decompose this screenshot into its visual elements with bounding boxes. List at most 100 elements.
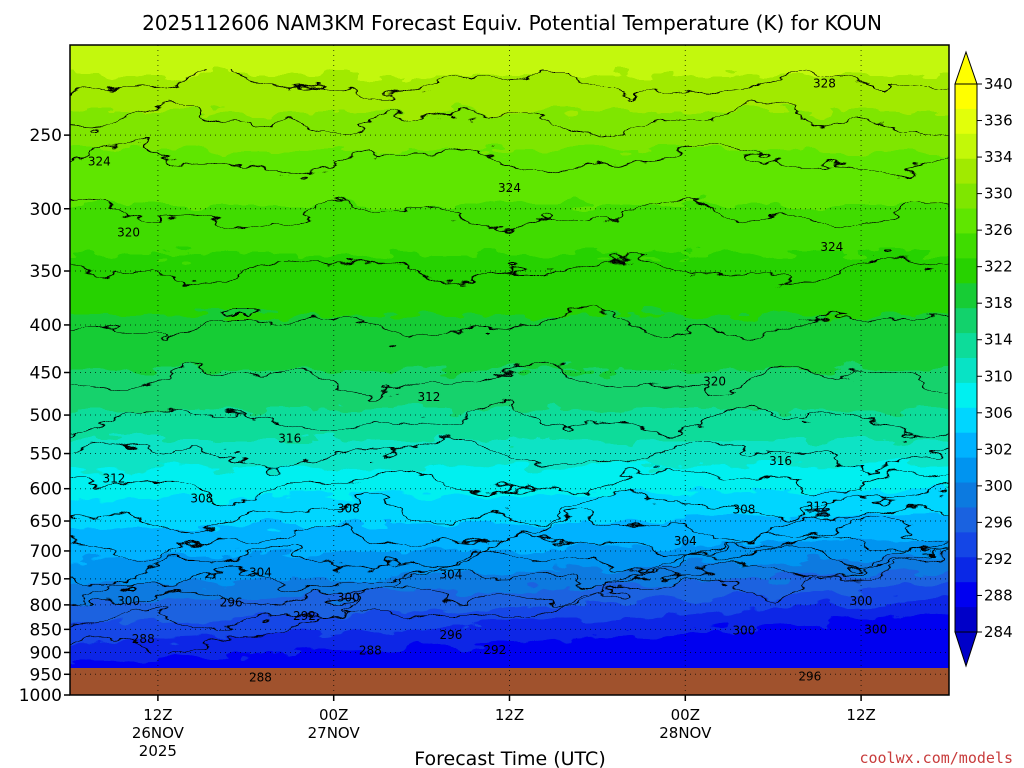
- ytick-label-350: 350: [30, 262, 62, 282]
- contour-label-23: 296: [439, 628, 462, 642]
- contour-label-1: 324: [88, 155, 111, 169]
- colorbar-label-292: 292: [984, 550, 1013, 568]
- contour-line-11: [70, 503, 949, 562]
- colorbar-label-334: 334: [984, 148, 1013, 166]
- colorbar-swatch-2: [955, 133, 977, 160]
- colorbar-swatch-1: [955, 108, 977, 135]
- contour-label-21: 300: [864, 622, 887, 636]
- contour-label-18: 300: [337, 591, 360, 605]
- contour-line-13: [70, 533, 949, 607]
- colorbar-label-336: 336: [984, 112, 1013, 130]
- contour-label-14: 304: [249, 565, 272, 579]
- colorbar-label-326: 326: [984, 221, 1013, 239]
- colorbar-label-330: 330: [984, 185, 1013, 203]
- ytick-label-800: 800: [30, 596, 62, 616]
- y-axis: 250 300 350 400 450 500 550 600 650 700 750 800 850 9…: [19, 126, 70, 706]
- colorbar-label-314: 314: [984, 331, 1013, 349]
- ytick-label-700: 700: [30, 542, 62, 562]
- ytick-label-450: 450: [30, 364, 62, 384]
- colorbar-label-300: 300: [984, 477, 1013, 495]
- credit-text: coolwx.com/models: [859, 749, 1013, 767]
- contour-line-2: [70, 144, 949, 176]
- contour-label-9: 312: [417, 390, 440, 404]
- contour-label-24: 296: [798, 669, 821, 683]
- contour-line-12: [70, 519, 949, 587]
- contour-label-3: 324: [820, 240, 843, 254]
- xtick-label-2-1: 12Z: [495, 706, 524, 724]
- ytick-label-250: 250: [30, 126, 62, 146]
- colorbar-label-318: 318: [984, 294, 1013, 312]
- colorbar-swatch-13: [955, 407, 977, 434]
- colorbar-label-284: 284: [984, 623, 1013, 641]
- contour-label-4: 320: [117, 225, 140, 239]
- contour-label-8: 312: [102, 471, 125, 485]
- ytick-label-900: 900: [30, 643, 62, 663]
- ytick-label-600: 600: [30, 480, 62, 500]
- colorbar: 340 336 334 330 326 322 318 314 310 306 302 300 296 2…: [954, 50, 1013, 668]
- xtick-label-1-2: 27NOV: [308, 724, 361, 742]
- contour-label-2: 324: [498, 181, 521, 195]
- ytick-label-950: 950: [30, 665, 62, 685]
- colorbar-swatch-4: [955, 183, 977, 210]
- xtick-label-0-2: 26NOV: [132, 724, 185, 742]
- colorbar-swatch-18: [955, 532, 977, 558]
- colorbar-swatch-5: [955, 208, 977, 234]
- contour-label-15: 304: [439, 567, 462, 581]
- contour-label-16: 304: [674, 534, 697, 548]
- colorbar-swatch-15: [955, 457, 977, 484]
- colorbar-label-310: 310: [984, 367, 1013, 385]
- contour-line-7: [70, 404, 949, 436]
- colorbar-swatch-0: [955, 84, 977, 110]
- contour-label-20: 300: [850, 594, 873, 608]
- xtick-label-0-3: 2025: [139, 742, 177, 760]
- contour-label-12: 308: [337, 501, 360, 515]
- ytick-label-550: 550: [30, 445, 62, 465]
- contour-line-4: [70, 253, 949, 285]
- grid-lines: [70, 45, 949, 695]
- ytick-label-750: 750: [30, 570, 62, 590]
- contour-line-16: [70, 549, 949, 654]
- contour-line-15: [70, 551, 949, 631]
- colorbar-top-arrow: [954, 50, 978, 85]
- contour-label-19: 300: [732, 623, 755, 637]
- colorbar-swatch-19: [955, 557, 977, 583]
- colorbar-swatch-11: [955, 358, 977, 384]
- colorbar-swatch-14: [955, 432, 977, 459]
- colorbar-swatch-20: [955, 582, 977, 608]
- contour-label-10: 312: [806, 499, 829, 513]
- colorbar-swatch-16: [955, 482, 977, 508]
- colorbar-swatch-3: [955, 158, 977, 185]
- colorbar-swatch-8: [955, 283, 977, 309]
- colorbar-swatch-7: [955, 258, 977, 284]
- colorbar-bottom-arrow: [954, 631, 978, 668]
- xtick-label-3-2: 28NOV: [659, 724, 712, 742]
- colorbar-label-296: 296: [984, 513, 1013, 531]
- colorbar-swatch-21: [955, 607, 977, 633]
- colorbar-swatch-17: [955, 507, 977, 533]
- contour-label-28: 288: [359, 644, 382, 658]
- colorbar-label-302: 302: [984, 440, 1013, 458]
- contour-label-6: 316: [278, 432, 301, 446]
- contour-label-13: 308: [732, 503, 755, 517]
- colorbar-swatch-12: [955, 382, 977, 409]
- contour-label-0: 328: [813, 76, 836, 90]
- xtick-label-1-1: 00Z: [319, 706, 348, 724]
- contour-label-29: 288: [249, 671, 272, 685]
- colorbar-label-322: 322: [984, 258, 1013, 276]
- contour-line-3: [70, 198, 949, 231]
- plot-area: [70, 45, 949, 695]
- colorbar-swatch-6: [955, 233, 977, 259]
- contour-line-1: [70, 103, 949, 135]
- xtick-label-0-1: 12Z: [143, 706, 172, 724]
- chart-title: 2025112606 NAM3KM Forecast Equiv. Potent…: [142, 11, 882, 35]
- colorbar-swatch-9: [955, 308, 977, 334]
- xtick-label-4-1: 12Z: [846, 706, 875, 724]
- contour-label-7: 316: [769, 454, 792, 468]
- ytick-label-850: 850: [30, 620, 62, 640]
- contour-label-27: 288: [132, 632, 155, 646]
- contour-line-5: [70, 308, 949, 341]
- contour-line-10: [70, 485, 949, 534]
- contour-label-11: 308: [190, 492, 213, 506]
